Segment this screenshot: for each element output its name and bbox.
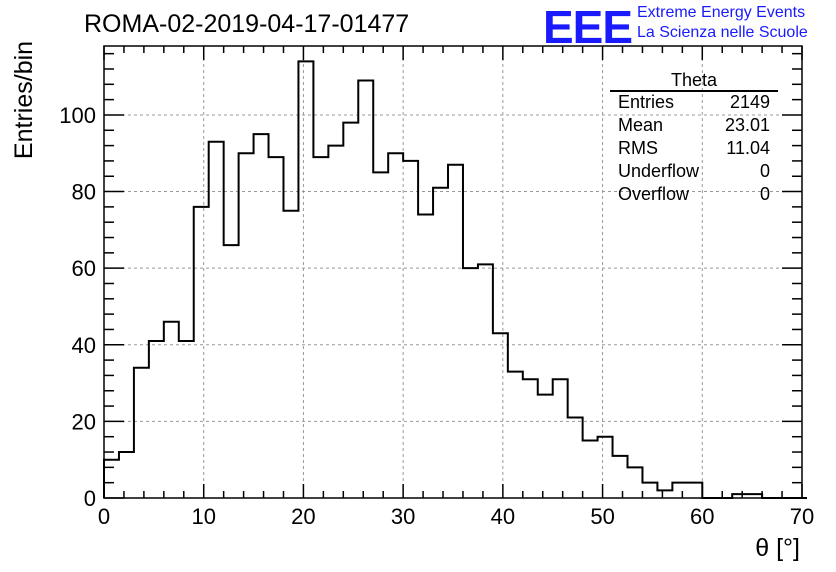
stats-label: Overflow: [618, 184, 690, 204]
tick-labels: 0 10 20 30 40 50 60 70 0 20 40 60 80 100: [59, 103, 814, 529]
y-axis-label: Entries/bin: [10, 41, 38, 159]
y-tick-label: 100: [59, 103, 96, 128]
logo-line-1: Extreme Energy Events: [637, 4, 806, 21]
stats-row-rms: RMS 11.04: [618, 138, 770, 159]
grid-lines: [104, 46, 802, 498]
x-tick-label: 0: [98, 504, 110, 529]
x-tick-label: 70: [790, 504, 814, 529]
y-tick-label: 20: [72, 409, 96, 434]
eee-logo: EEE: [543, 1, 633, 53]
stats-label: Mean: [618, 115, 664, 135]
stats-row-entries: Entries 2149: [618, 92, 770, 113]
y-tick-label: 60: [72, 256, 96, 281]
x-tick-label: 60: [690, 504, 714, 529]
stats-label: Underflow: [618, 161, 700, 181]
x-tick-label: 20: [291, 504, 315, 529]
histogram-step-line: [103, 60, 807, 499]
tick-marks: [103, 46, 803, 499]
x-tick-label: 10: [191, 504, 215, 529]
stats-value: 0: [759, 161, 770, 181]
stats-value: 2149: [729, 92, 770, 112]
stats-title: Theta: [670, 70, 718, 90]
stats-row-overflow: Overflow 0: [618, 184, 770, 205]
logo-line-2: La Scienza nelle Scuole: [637, 24, 808, 41]
plot-frame: [103, 45, 803, 499]
x-tick-label: 50: [590, 504, 614, 529]
stats-row-underflow: Underflow 0: [618, 161, 770, 182]
axes: [103, 45, 803, 499]
stats-label: Entries: [618, 92, 675, 112]
stats-value: 11.04: [726, 138, 770, 158]
stats-row-mean: Mean 23.01: [618, 115, 770, 136]
x-axis-label: θ [°]: [755, 534, 800, 562]
stats-divider: [610, 90, 778, 92]
stats-value: 0: [759, 184, 770, 204]
y-tick-label: 0: [84, 486, 96, 511]
stats-label: RMS: [618, 138, 658, 158]
y-tick-label: 40: [72, 333, 96, 358]
chart-title: ROMA-02-2019-04-17-01477: [84, 10, 410, 38]
x-tick-label: 30: [391, 504, 415, 529]
x-tick-label: 40: [491, 504, 515, 529]
stats-value: 23.01: [724, 115, 770, 135]
y-tick-label: 80: [72, 180, 96, 205]
